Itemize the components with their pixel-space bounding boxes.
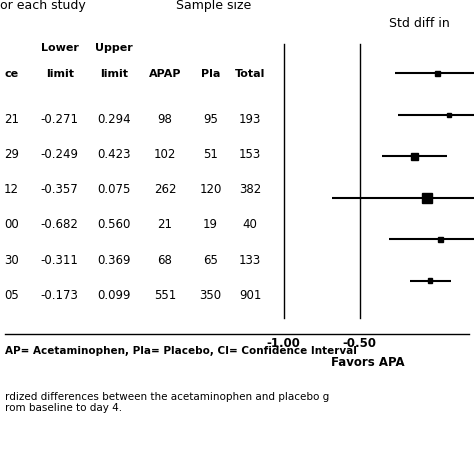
Bar bbox=[411, 153, 418, 160]
Text: 551: 551 bbox=[154, 289, 176, 302]
Text: or each study: or each study bbox=[0, 0, 86, 12]
Text: -1.00: -1.00 bbox=[266, 337, 301, 350]
Text: 65: 65 bbox=[203, 254, 218, 267]
Text: 40: 40 bbox=[243, 219, 258, 231]
Text: 382: 382 bbox=[239, 183, 261, 196]
Text: 153: 153 bbox=[239, 148, 261, 161]
Text: -0.173: -0.173 bbox=[41, 289, 79, 302]
Text: 51: 51 bbox=[203, 148, 218, 161]
Text: rdized differences between the acetaminophen and placebo g
rom baseline to day 4: rdized differences between the acetamino… bbox=[5, 392, 329, 413]
Text: -0.357: -0.357 bbox=[41, 183, 79, 196]
Text: 901: 901 bbox=[239, 289, 262, 302]
Text: 29: 29 bbox=[4, 148, 19, 161]
Text: 0.560: 0.560 bbox=[97, 219, 130, 231]
Text: -0.249: -0.249 bbox=[41, 148, 79, 161]
Text: Favors APA: Favors APA bbox=[330, 356, 404, 368]
Text: Std diff in: Std diff in bbox=[389, 17, 449, 29]
Text: ce: ce bbox=[4, 70, 18, 80]
Point bbox=[267, 10, 273, 16]
Text: Pla: Pla bbox=[201, 70, 220, 80]
Text: 0.099: 0.099 bbox=[97, 289, 130, 302]
Text: 05: 05 bbox=[4, 289, 19, 302]
Text: 30: 30 bbox=[4, 254, 19, 267]
Text: -0.271: -0.271 bbox=[41, 113, 79, 126]
Bar bbox=[428, 278, 432, 283]
Text: -0.682: -0.682 bbox=[41, 219, 79, 231]
Text: Total: Total bbox=[235, 70, 265, 80]
Text: 102: 102 bbox=[154, 148, 176, 161]
Text: 68: 68 bbox=[157, 254, 173, 267]
Text: limit: limit bbox=[100, 70, 128, 80]
Text: 12: 12 bbox=[4, 183, 19, 196]
Bar bbox=[422, 192, 431, 203]
Text: 95: 95 bbox=[203, 113, 218, 126]
Text: 0.294: 0.294 bbox=[97, 113, 130, 126]
Text: AP= Acetaminophen, Pla= Placebo, CI= Confidence Interval: AP= Acetaminophen, Pla= Placebo, CI= Con… bbox=[5, 346, 356, 356]
Text: 0.423: 0.423 bbox=[97, 148, 130, 161]
Text: 19: 19 bbox=[203, 219, 218, 231]
Text: 0.369: 0.369 bbox=[97, 254, 130, 267]
Bar bbox=[438, 237, 443, 242]
Text: 262: 262 bbox=[154, 183, 176, 196]
Text: APAP: APAP bbox=[149, 70, 181, 80]
Text: Sample size: Sample size bbox=[176, 0, 251, 12]
Text: 00: 00 bbox=[4, 219, 19, 231]
Text: 193: 193 bbox=[239, 113, 262, 126]
Text: 21: 21 bbox=[4, 113, 19, 126]
Text: 98: 98 bbox=[157, 113, 173, 126]
Bar bbox=[436, 71, 440, 76]
Text: -0.50: -0.50 bbox=[343, 337, 377, 350]
Text: 133: 133 bbox=[239, 254, 261, 267]
Text: limit: limit bbox=[46, 70, 74, 80]
Text: Upper: Upper bbox=[95, 43, 133, 53]
Text: 120: 120 bbox=[199, 183, 222, 196]
Text: 21: 21 bbox=[157, 219, 173, 231]
Point bbox=[151, 10, 156, 16]
Text: Lower: Lower bbox=[41, 43, 79, 53]
Text: 350: 350 bbox=[200, 289, 221, 302]
Bar bbox=[447, 112, 451, 118]
Text: 0.075: 0.075 bbox=[97, 183, 130, 196]
Text: -0.311: -0.311 bbox=[41, 254, 79, 267]
